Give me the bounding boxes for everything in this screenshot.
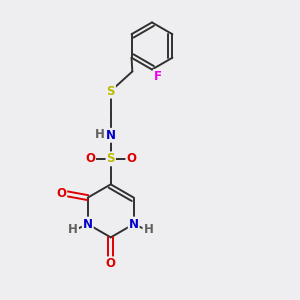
Text: H: H [68, 223, 78, 236]
Text: H: H [95, 128, 105, 141]
Text: S: S [106, 152, 115, 165]
Text: O: O [126, 152, 136, 165]
Text: H: H [143, 223, 153, 236]
Text: N: N [129, 218, 139, 231]
Text: N: N [83, 218, 93, 231]
Text: O: O [85, 152, 95, 165]
Text: O: O [106, 257, 116, 270]
Text: N: N [106, 129, 116, 142]
Text: O: O [56, 187, 66, 200]
Text: S: S [106, 85, 115, 98]
Text: F: F [154, 70, 162, 83]
